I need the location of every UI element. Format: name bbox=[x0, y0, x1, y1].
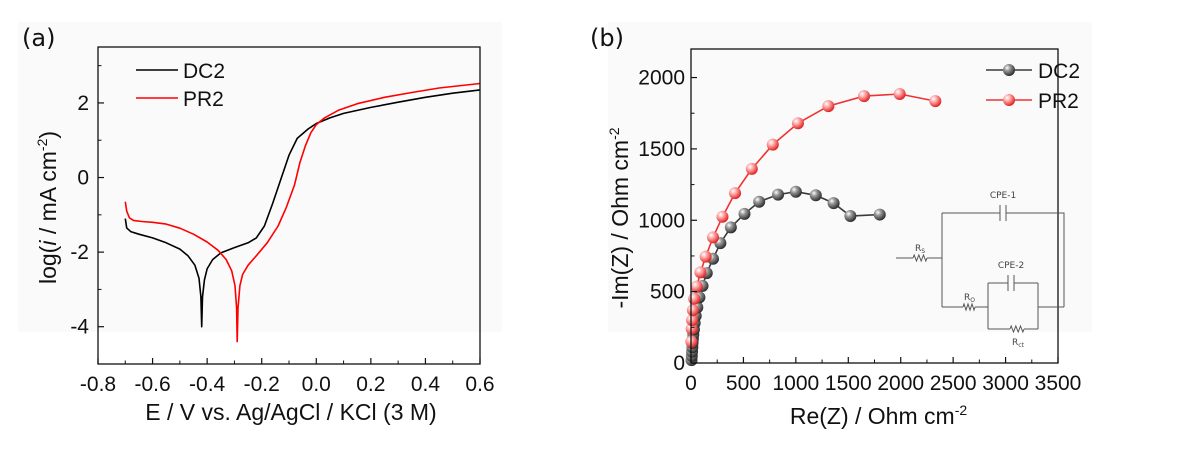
x-tick-label: 0.4 bbox=[411, 373, 441, 396]
circuit-label-rs-main: R bbox=[915, 244, 921, 254]
data-point-pr2 bbox=[745, 162, 758, 175]
x-tick-label: -0.8 bbox=[80, 373, 116, 396]
data-point-pr2 bbox=[688, 292, 701, 305]
data-point-pr2 bbox=[694, 266, 707, 279]
data-point-pr2 bbox=[707, 231, 720, 244]
y-axis-title: log(i / mA cm-2) bbox=[34, 131, 61, 284]
polarization-chart: (a) -0.8 -0.6 -0.4 -0.2 0.0 0.2 0.4 0.6 -4 -2 0 2 E /… bbox=[22, 24, 495, 425]
legend-label-pr2: PR2 bbox=[183, 88, 224, 111]
data-point-pr2 bbox=[686, 314, 699, 327]
panel-label-b: (b) bbox=[590, 24, 624, 52]
x-axis-title: Re(Z) / Ohm cm-2 bbox=[790, 402, 968, 429]
y-axis-title-prefix: log( bbox=[35, 245, 61, 284]
circuit-label-cpe1: CPE-1 bbox=[990, 191, 1016, 201]
y-tick-label: 0 bbox=[77, 167, 89, 190]
data-point-pr2 bbox=[858, 90, 871, 103]
panel-label-a: (a) bbox=[22, 24, 55, 52]
circuit-label-cpe2: CPE-2 bbox=[998, 261, 1024, 271]
y-tick-label: 1000 bbox=[638, 209, 685, 232]
y-tick-label: -4 bbox=[70, 316, 89, 339]
wire bbox=[1024, 283, 1064, 330]
y-tick-label: -2 bbox=[70, 241, 89, 264]
data-point-pr2 bbox=[686, 304, 699, 317]
data-point-dc2 bbox=[827, 197, 840, 210]
series-line-dc2 bbox=[124, 89, 481, 328]
y-tick-label: 1500 bbox=[638, 138, 685, 161]
x-tick-label: -0.6 bbox=[134, 373, 170, 396]
capacitor-cpe2-icon bbox=[1007, 275, 1015, 291]
circuit-label-ro-sub: O bbox=[970, 297, 975, 304]
panel-a-polarization: (a) -0.8 -0.6 -0.4 -0.2 0.0 0.2 0.4 0.6 -4 -2 0 2 E /… bbox=[22, 24, 495, 425]
data-point-pr2 bbox=[929, 95, 942, 108]
x-axis-title-sup: -2 bbox=[955, 402, 968, 418]
capacitor-cpe1-icon bbox=[999, 205, 1007, 221]
circuit-label-rct-sub: ct bbox=[1018, 342, 1024, 349]
data-point-dc2 bbox=[809, 189, 822, 202]
circuit-label-rs-sub: S bbox=[921, 248, 925, 255]
x-tick-label: 1500 bbox=[825, 372, 872, 395]
y-axis-title-close: ) bbox=[35, 131, 61, 139]
data-point-pr2 bbox=[822, 100, 835, 113]
x-tick-label: 0 bbox=[685, 372, 697, 395]
x-tick-label: 2000 bbox=[877, 372, 924, 395]
x-tick-label: 1000 bbox=[772, 372, 819, 395]
y-axis-title: -Im(Z) / Ohm cm-2 bbox=[606, 127, 633, 308]
legend-marker-pr2 bbox=[1003, 94, 1015, 106]
y-tick-label: 2 bbox=[77, 92, 89, 115]
legend-label-dc2: DC2 bbox=[183, 60, 225, 83]
legend-marker-dc2 bbox=[1003, 64, 1015, 76]
x-tick-label: 0.2 bbox=[356, 373, 385, 396]
data-point-dc2 bbox=[844, 209, 857, 222]
x-tick-label: -0.4 bbox=[189, 373, 226, 396]
wire bbox=[942, 212, 1065, 307]
y-tick-label: 2000 bbox=[638, 67, 685, 90]
resistor-ro-icon bbox=[962, 302, 976, 312]
series-line-pr2 bbox=[124, 82, 481, 343]
circuit-label-ro: RO bbox=[964, 293, 975, 304]
data-point-pr2 bbox=[893, 87, 906, 100]
wire bbox=[975, 283, 989, 329]
resistor-rct-icon bbox=[1009, 324, 1025, 334]
data-point-pr2 bbox=[690, 280, 703, 293]
data-point-pr2 bbox=[791, 117, 804, 130]
plot-frame-a bbox=[97, 46, 481, 365]
data-point-dc2 bbox=[724, 221, 737, 234]
equivalent-circuit-inset bbox=[896, 205, 1065, 334]
panel-b-nyquist: (b) 0 500 1000 1500 2000 2500 3000 3500 0 500 1000 1… bbox=[590, 0, 1180, 455]
x-tick-label: 3000 bbox=[982, 372, 1029, 395]
resistor-rs-icon bbox=[912, 253, 928, 263]
y-axis-title-unit: / mA cm bbox=[35, 151, 61, 240]
data-point-pr2 bbox=[716, 210, 729, 223]
data-point-dc2 bbox=[738, 207, 751, 220]
y-axis-title-italic: i bbox=[35, 240, 61, 246]
x-tick-label: 500 bbox=[726, 372, 761, 395]
data-point-pr2 bbox=[729, 187, 742, 200]
y-tick-label: 500 bbox=[650, 281, 685, 304]
x-tick-label: 2500 bbox=[930, 372, 977, 395]
y-axis-title-main: -Im(Z) / Ohm cm bbox=[607, 140, 633, 309]
y-axis-title-sup: -2 bbox=[606, 127, 622, 140]
data-point-dc2 bbox=[873, 208, 886, 221]
legend-label-pr2: PR2 bbox=[1038, 90, 1079, 113]
circuit-label-rct: Rct bbox=[1012, 338, 1025, 349]
data-point-dc2 bbox=[772, 188, 785, 201]
data-point-dc2 bbox=[789, 185, 802, 198]
y-tick-label: 0 bbox=[673, 352, 685, 375]
y-axis-title-sup: -2 bbox=[34, 138, 50, 151]
circuit-label-rct-main: R bbox=[1012, 338, 1018, 348]
x-axis-title: E / V vs. Ag/AgCl / KCl (3 M) bbox=[145, 399, 436, 425]
x-tick-label: 0.6 bbox=[465, 373, 494, 396]
x-tick-label: 0.0 bbox=[302, 373, 331, 396]
data-point-pr2 bbox=[699, 250, 712, 263]
circuit-label-ro-main: R bbox=[964, 293, 970, 303]
legend-label-dc2: DC2 bbox=[1038, 60, 1080, 83]
x-tick-label: -0.2 bbox=[244, 373, 280, 396]
data-point-pr2 bbox=[766, 138, 779, 151]
nyquist-chart: (b)0 500 1000 1500 2000 2500 3000 3500050010001… bbox=[590, 24, 1082, 429]
data-point-dc2 bbox=[753, 195, 766, 208]
circuit-label-rs: RS bbox=[915, 244, 925, 255]
x-tick-label: 3500 bbox=[1035, 372, 1082, 395]
x-axis-title-main: Re(Z) / Ohm cm bbox=[790, 403, 955, 429]
